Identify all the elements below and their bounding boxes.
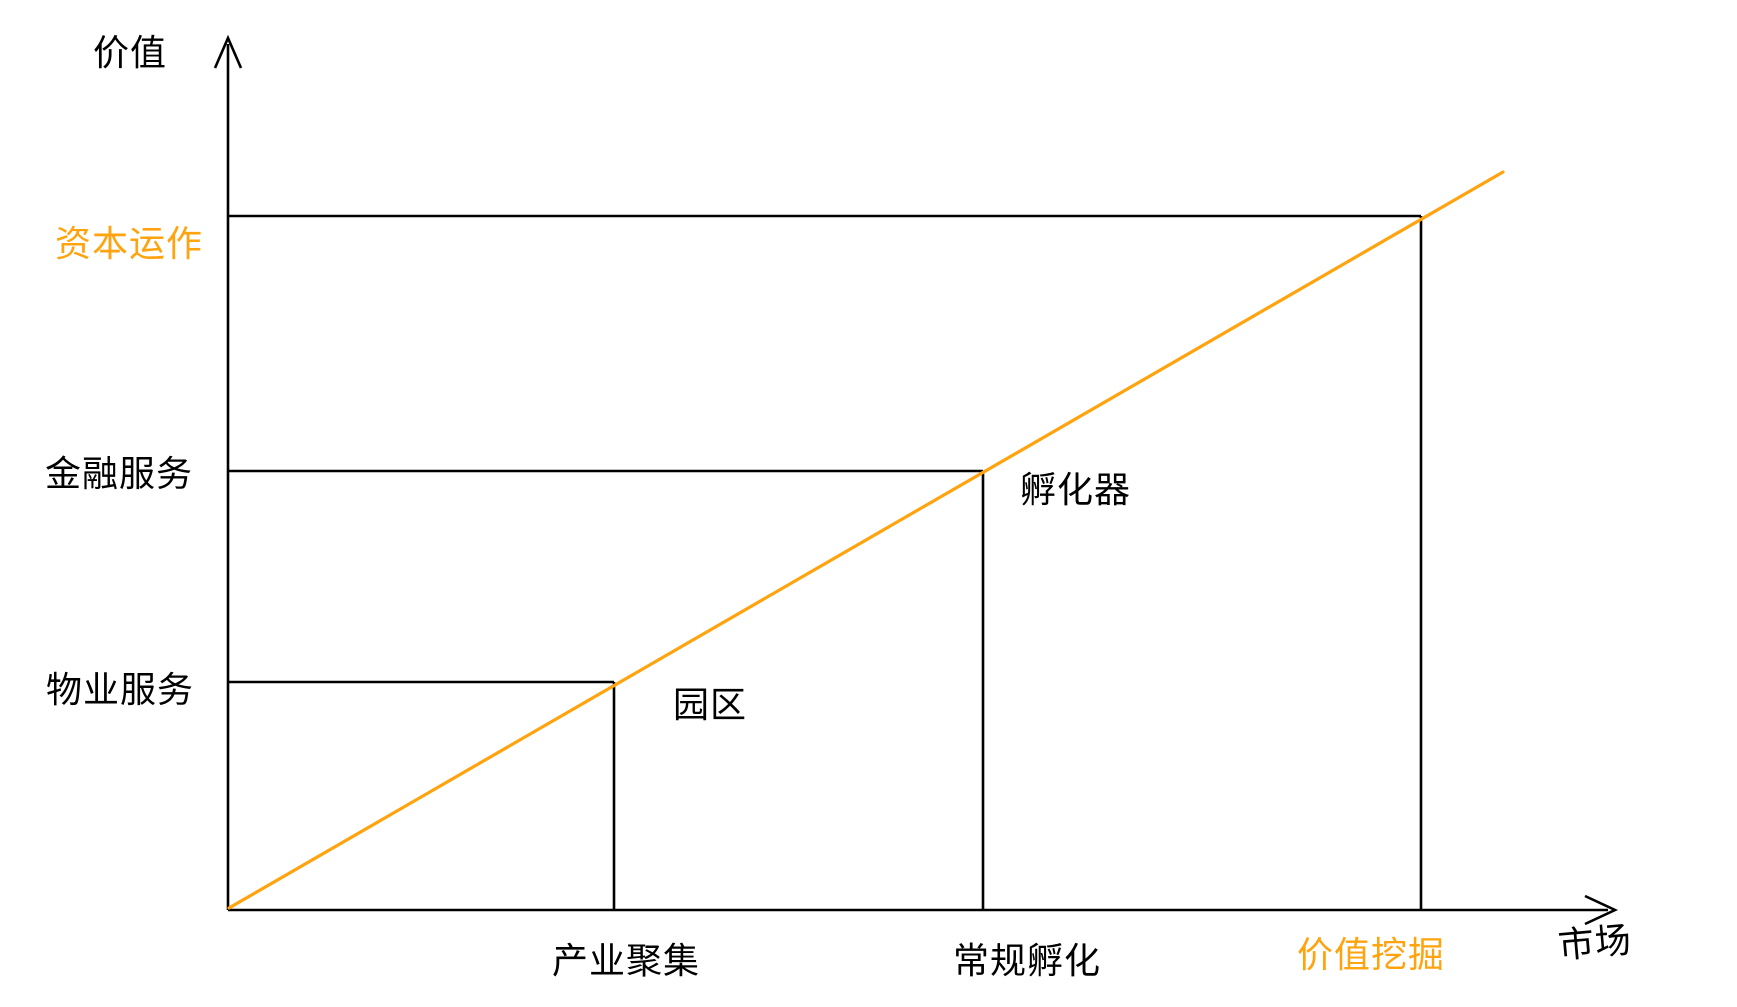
y-label-capital-operation: 资本运作 — [55, 223, 204, 264]
x-label-regular-incubation: 常规孵化 — [953, 940, 1102, 981]
point-label-incubator: 孵化器 — [1020, 469, 1132, 510]
y-axis-title: 价值 — [93, 32, 168, 73]
x-label-value-mining: 价值挖掘 — [1297, 934, 1446, 975]
x-axis-arrow-icon — [1584, 894, 1619, 926]
point-label-park: 园区 — [673, 684, 748, 725]
y-label-financial-services: 金融服务 — [45, 453, 194, 494]
x-axis-title: 市场 — [1556, 918, 1634, 967]
y-axis-arrow-icon — [213, 34, 243, 69]
growth-trend-line — [227, 170, 1505, 910]
y-label-property-services: 物业服务 — [46, 669, 195, 710]
x-label-industry-aggregation: 产业聚集 — [552, 940, 701, 981]
